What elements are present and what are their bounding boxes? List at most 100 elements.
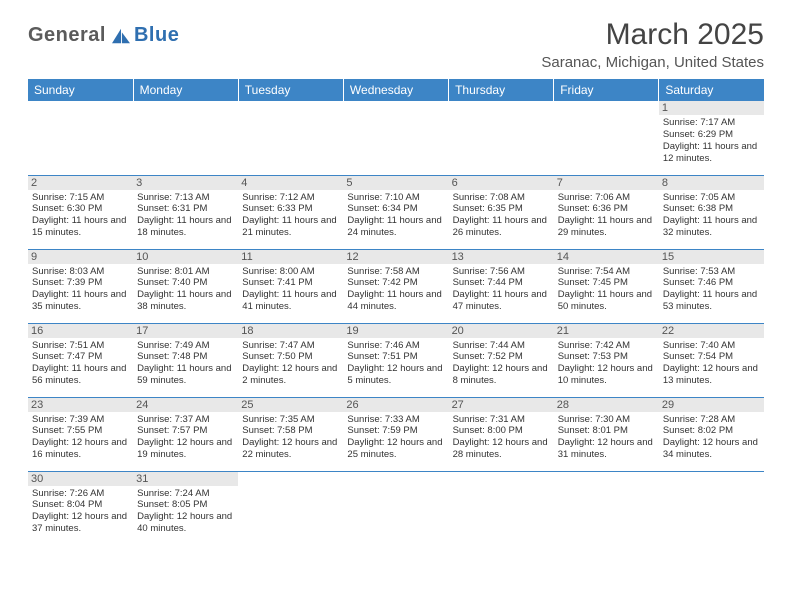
sunrise-line: Sunrise: 7:49 AM bbox=[137, 340, 234, 352]
day-number: 5 bbox=[343, 176, 448, 190]
calendar-cell: 6 Sunrise: 7:08 AMSunset: 6:35 PMDaylight… bbox=[449, 175, 554, 249]
day-details: Sunrise: 7:54 AMSunset: 7:45 PMDaylight:… bbox=[558, 266, 655, 314]
sunrise-line: Sunrise: 7:17 AM bbox=[663, 117, 760, 129]
sunrise-line: Sunrise: 7:24 AM bbox=[137, 488, 234, 500]
calendar-cell: 22Sunrise: 7:40 AMSunset: 7:54 PMDayligh… bbox=[659, 323, 764, 397]
day-details: Sunrise: 7:56 AMSunset: 7:44 PMDaylight:… bbox=[453, 266, 550, 314]
sunset-line: Sunset: 7:44 PM bbox=[453, 277, 550, 289]
calendar-cell: 23 Sunrise: 7:39 AMSunset: 7:55 PMDayligh… bbox=[28, 397, 133, 471]
sunrise-line: Sunrise: 7:53 AM bbox=[663, 266, 760, 278]
sunrise-line: Sunrise: 7:58 AM bbox=[347, 266, 444, 278]
sail-icon bbox=[110, 27, 132, 45]
day-number: 26 bbox=[343, 398, 448, 412]
sunset-line: Sunset: 7:55 PM bbox=[32, 425, 129, 437]
sunset-line: Sunset: 7:48 PM bbox=[137, 351, 234, 363]
page-title: March 2025 bbox=[541, 18, 764, 52]
sunrise-line: Sunrise: 7:26 AM bbox=[32, 488, 129, 500]
daylight-line: Daylight: 12 hours and 40 minutes. bbox=[137, 511, 234, 535]
calendar-cell: 27Sunrise: 7:31 AMSunset: 8:00 PMDayligh… bbox=[449, 397, 554, 471]
daylight-line: Daylight: 11 hours and 53 minutes. bbox=[663, 289, 760, 313]
day-number: 17 bbox=[133, 324, 238, 338]
calendar-cell: 11Sunrise: 8:00 AMSunset: 7:41 PMDayligh… bbox=[238, 249, 343, 323]
calendar-cell: 14Sunrise: 7:54 AMSunset: 7:45 PMDayligh… bbox=[554, 249, 659, 323]
sunrise-line: Sunrise: 7:39 AM bbox=[32, 414, 129, 426]
daylight-line: Daylight: 11 hours and 50 minutes. bbox=[558, 289, 655, 313]
sunset-line: Sunset: 7:47 PM bbox=[32, 351, 129, 363]
day-details: Sunrise: 7:33 AMSunset: 7:59 PMDaylight:… bbox=[347, 414, 444, 462]
day-details: Sunrise: 7:10 AMSunset: 6:34 PMDaylight:… bbox=[347, 192, 444, 240]
day-number: 23 bbox=[28, 398, 133, 412]
day-number: 6 bbox=[449, 176, 554, 190]
day-number: 13 bbox=[449, 250, 554, 264]
calendar-page: General Blue March 2025 Saranac, Michiga… bbox=[0, 0, 792, 555]
day-number: 12 bbox=[343, 250, 448, 264]
calendar-cell bbox=[133, 101, 238, 175]
daylight-line: Daylight: 11 hours and 59 minutes. bbox=[137, 363, 234, 387]
day-details: Sunrise: 7:53 AMSunset: 7:46 PMDaylight:… bbox=[663, 266, 760, 314]
calendar-cell bbox=[343, 471, 448, 545]
day-number: 8 bbox=[659, 176, 764, 190]
day-details: Sunrise: 8:03 AMSunset: 7:39 PMDaylight:… bbox=[32, 266, 129, 314]
day-number: 3 bbox=[133, 176, 238, 190]
sunset-line: Sunset: 7:54 PM bbox=[663, 351, 760, 363]
day-details: Sunrise: 7:37 AMSunset: 7:57 PMDaylight:… bbox=[137, 414, 234, 462]
day-number: 31 bbox=[133, 472, 238, 486]
day-number: 22 bbox=[659, 324, 764, 338]
day-details: Sunrise: 7:05 AMSunset: 6:38 PMDaylight:… bbox=[663, 192, 760, 240]
sunset-line: Sunset: 6:33 PM bbox=[242, 203, 339, 215]
daylight-line: Daylight: 12 hours and 13 minutes. bbox=[663, 363, 760, 387]
day-number: 21 bbox=[554, 324, 659, 338]
day-number: 19 bbox=[343, 324, 448, 338]
sunrise-line: Sunrise: 7:35 AM bbox=[242, 414, 339, 426]
calendar-cell: 25Sunrise: 7:35 AMSunset: 7:58 PMDayligh… bbox=[238, 397, 343, 471]
day-details: Sunrise: 7:08 AMSunset: 6:35 PMDaylight:… bbox=[453, 192, 550, 240]
day-details: Sunrise: 7:30 AMSunset: 8:01 PMDaylight:… bbox=[558, 414, 655, 462]
daylight-line: Daylight: 11 hours and 44 minutes. bbox=[347, 289, 444, 313]
calendar-cell: 7Sunrise: 7:06 AMSunset: 6:36 PMDaylight… bbox=[554, 175, 659, 249]
sunrise-line: Sunrise: 7:54 AM bbox=[558, 266, 655, 278]
daylight-line: Daylight: 11 hours and 32 minutes. bbox=[663, 215, 760, 239]
daylight-line: Daylight: 11 hours and 47 minutes. bbox=[453, 289, 550, 313]
day-number: 1 bbox=[659, 101, 764, 115]
sunrise-line: Sunrise: 7:56 AM bbox=[453, 266, 550, 278]
weekday-header: Thursday bbox=[449, 79, 554, 101]
daylight-line: Daylight: 12 hours and 19 minutes. bbox=[137, 437, 234, 461]
sunrise-line: Sunrise: 8:03 AM bbox=[32, 266, 129, 278]
sunset-line: Sunset: 7:52 PM bbox=[453, 351, 550, 363]
daylight-line: Daylight: 11 hours and 18 minutes. bbox=[137, 215, 234, 239]
daylight-line: Daylight: 11 hours and 35 minutes. bbox=[32, 289, 129, 313]
calendar-table: SundayMondayTuesdayWednesdayThursdayFrid… bbox=[28, 79, 764, 545]
weekday-header: Sunday bbox=[28, 79, 133, 101]
day-number: 2 bbox=[28, 176, 133, 190]
sunrise-line: Sunrise: 7:05 AM bbox=[663, 192, 760, 204]
calendar-cell: 12 Sunrise: 7:58 AMSunset: 7:42 PMDayligh… bbox=[343, 249, 448, 323]
sunset-line: Sunset: 7:53 PM bbox=[558, 351, 655, 363]
sunrise-line: Sunrise: 7:10 AM bbox=[347, 192, 444, 204]
sunset-line: Sunset: 7:46 PM bbox=[663, 277, 760, 289]
daylight-line: Daylight: 12 hours and 34 minutes. bbox=[663, 437, 760, 461]
title-block: March 2025 Saranac, Michigan, United Sta… bbox=[541, 18, 764, 71]
day-details: Sunrise: 7:12 AMSunset: 6:33 PMDaylight:… bbox=[242, 192, 339, 240]
day-details: Sunrise: 8:00 AMSunset: 7:41 PMDaylight:… bbox=[242, 266, 339, 314]
daylight-line: Daylight: 12 hours and 2 minutes. bbox=[242, 363, 339, 387]
daylight-line: Daylight: 11 hours and 56 minutes. bbox=[32, 363, 129, 387]
sunrise-line: Sunrise: 7:46 AM bbox=[347, 340, 444, 352]
daylight-line: Daylight: 11 hours and 26 minutes. bbox=[453, 215, 550, 239]
day-number: 9 bbox=[28, 250, 133, 264]
sunset-line: Sunset: 8:01 PM bbox=[558, 425, 655, 437]
day-details: Sunrise: 7:28 AMSunset: 8:02 PMDaylight:… bbox=[663, 414, 760, 462]
day-number: 20 bbox=[449, 324, 554, 338]
sunset-line: Sunset: 8:00 PM bbox=[453, 425, 550, 437]
sunset-line: Sunset: 7:42 PM bbox=[347, 277, 444, 289]
daylight-line: Daylight: 12 hours and 10 minutes. bbox=[558, 363, 655, 387]
daylight-line: Daylight: 11 hours and 41 minutes. bbox=[242, 289, 339, 313]
calendar-cell: 20Sunrise: 7:44 AMSunset: 7:52 PMDayligh… bbox=[449, 323, 554, 397]
sunset-line: Sunset: 6:31 PM bbox=[137, 203, 234, 215]
calendar-head: SundayMondayTuesdayWednesdayThursdayFrid… bbox=[28, 79, 764, 101]
sunrise-line: Sunrise: 7:06 AM bbox=[558, 192, 655, 204]
brand-logo: General Blue bbox=[28, 18, 179, 47]
day-details: Sunrise: 7:31 AMSunset: 8:00 PMDaylight:… bbox=[453, 414, 550, 462]
daylight-line: Daylight: 12 hours and 16 minutes. bbox=[32, 437, 129, 461]
day-details: Sunrise: 7:17 AMSunset: 6:29 PMDaylight:… bbox=[663, 117, 760, 165]
daylight-line: Daylight: 11 hours and 15 minutes. bbox=[32, 215, 129, 239]
